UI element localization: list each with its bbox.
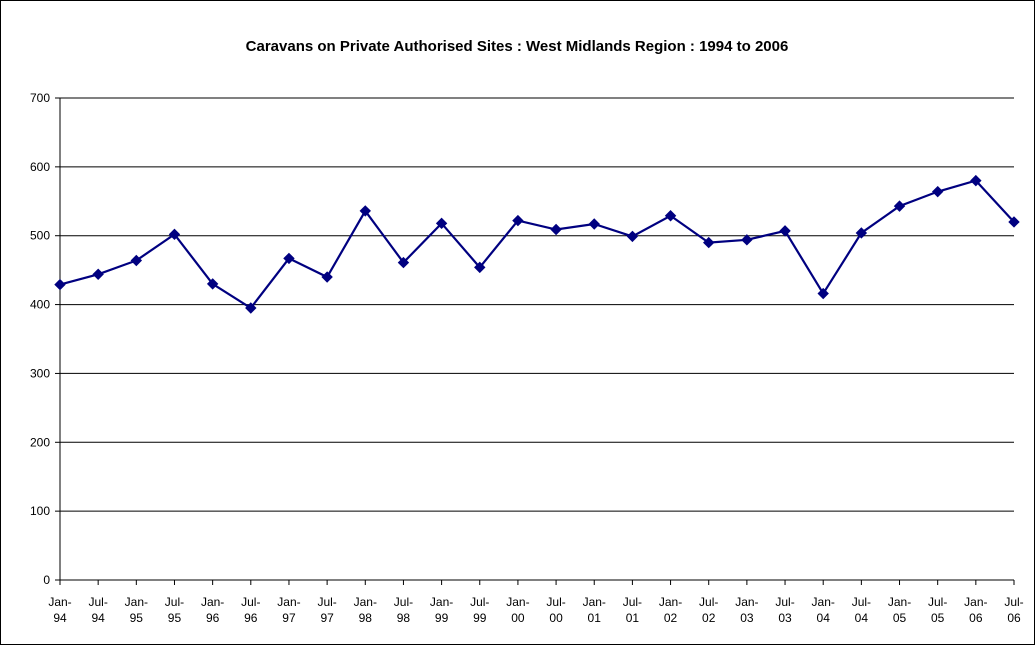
data-point (206, 278, 219, 290)
data-point (741, 234, 753, 246)
x-tick-label: Jan-00 (506, 595, 529, 625)
x-tick-label: Jul-94 (88, 595, 107, 625)
series-line (59, 179, 1015, 310)
x-tick-label: Jul-95 (165, 595, 184, 625)
data-point (664, 210, 677, 222)
x-tick-label: Jul-05 (928, 595, 947, 625)
y-tick-label: 500 (30, 229, 50, 243)
y-tick-label: 300 (30, 366, 50, 380)
x-tick-label: Jan-98 (354, 595, 377, 625)
data-point (54, 278, 66, 291)
data-point (359, 205, 371, 217)
data-point (703, 236, 715, 249)
x-tick-label: Jan-01 (583, 595, 606, 625)
y-tick-label: 400 (30, 298, 50, 312)
x-tick-label: Jan-99 (430, 595, 453, 625)
data-point (92, 268, 104, 280)
data-point (283, 252, 295, 265)
x-tick-label: Jan-95 (125, 595, 148, 625)
x-tick-label: Jan-05 (888, 595, 911, 625)
x-tick-label: Jul-02 (699, 595, 718, 625)
data-point (626, 230, 639, 243)
x-tick-label: Jan-02 (659, 595, 682, 625)
data-point (512, 214, 524, 227)
x-tick-label: Jul-96 (241, 595, 260, 625)
x-tick-label: Jan-03 (735, 595, 758, 625)
x-tick-label: Jan-97 (277, 595, 300, 625)
x-tick-label: Jul-98 (394, 595, 413, 625)
data-point (855, 227, 868, 239)
y-tick-label: 600 (30, 160, 50, 174)
x-tick-label: Jul-97 (317, 595, 336, 625)
data-point (817, 287, 829, 300)
data-point (474, 261, 486, 274)
data-point (893, 200, 906, 212)
x-tick-label: Jul-04 (852, 595, 871, 625)
data-point (970, 174, 982, 187)
data-point (397, 256, 410, 269)
y-tick-labels: 0 100 200 300 400 500 600 700 (30, 91, 50, 587)
x-tick-label: Jul-00 (546, 595, 565, 625)
data-point (435, 217, 448, 230)
x-tick-label: Jan-04 (812, 595, 835, 625)
data-point (550, 223, 562, 236)
y-tick-label: 700 (30, 91, 50, 105)
data-point (130, 254, 143, 267)
y-tick-label: 0 (43, 573, 50, 587)
data-point (321, 271, 333, 283)
data-point (245, 302, 257, 314)
data-point (779, 225, 791, 237)
y-tick-label: 200 (30, 435, 50, 449)
data-point (588, 218, 600, 230)
x-tick-labels: Jan-94 Jul-94 Jan-95 Jul-95 Jan-96 Jul-96 Jan-… (48, 595, 1023, 625)
gridlines (60, 97, 1014, 512)
data-point (1008, 216, 1020, 228)
chart-title: Caravans on Private Authorised Sites : W… (246, 38, 789, 55)
x-tick-label: Jul-03 (775, 595, 794, 625)
x-tick-label: Jan-06 (964, 595, 987, 625)
data-series (54, 174, 1020, 314)
x-tick-label: Jul-06 (1004, 595, 1023, 625)
x-tick-label: Jul-99 (470, 595, 489, 625)
x-tick-label: Jul-01 (623, 595, 642, 625)
y-tick-label: 100 (30, 504, 50, 518)
x-tick-label: Jan-96 (201, 595, 224, 625)
axes (55, 97, 1015, 585)
data-point (168, 228, 181, 241)
data-point (931, 185, 944, 198)
x-tick-label: Jan-94 (48, 595, 71, 625)
